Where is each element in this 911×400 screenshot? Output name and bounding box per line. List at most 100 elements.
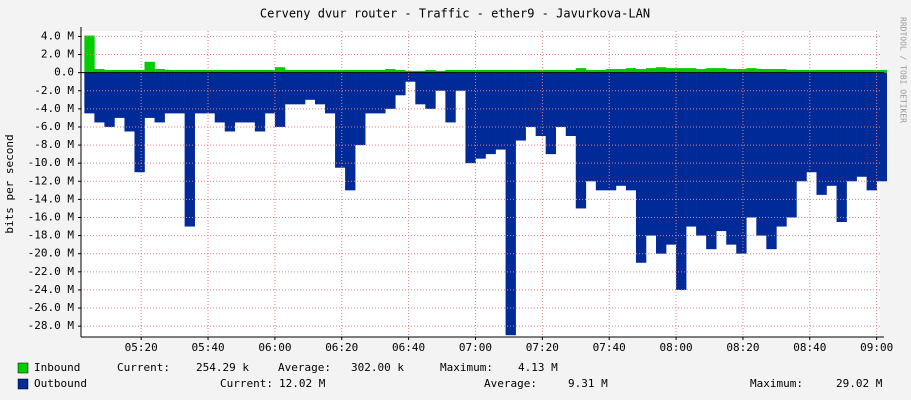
- area-step: [124, 72, 135, 132]
- area-step: [134, 72, 145, 173]
- area-step: [405, 72, 416, 82]
- area-step: [435, 72, 446, 91]
- area-step: [495, 72, 506, 150]
- area-step: [736, 69, 747, 73]
- area-step: [505, 72, 516, 336]
- area-step: [114, 72, 125, 118]
- area-step: [866, 72, 877, 191]
- y-tick-label: 0.0: [54, 66, 74, 79]
- area-step: [535, 69, 546, 73]
- x-tick-label: 06:00: [258, 341, 291, 354]
- area-step: [545, 69, 557, 73]
- legend-stat-value: 9.31 M: [568, 377, 608, 390]
- y-tick-label: -22.0 M: [28, 265, 75, 278]
- area-step: [545, 72, 557, 155]
- area-step: [365, 69, 376, 73]
- area-step: [816, 69, 827, 73]
- area-step: [836, 69, 847, 73]
- x-tick-label: 08:40: [793, 341, 826, 354]
- area-step: [154, 69, 165, 73]
- area-step: [525, 69, 536, 73]
- area-step: [84, 72, 95, 114]
- area-step: [154, 72, 165, 123]
- legend-stat-value: 29.02 M: [836, 377, 883, 390]
- area-step: [455, 69, 466, 73]
- area-step: [635, 69, 647, 73]
- area-step: [485, 69, 496, 73]
- area-step: [605, 69, 617, 73]
- area-step: [555, 69, 567, 73]
- area-step: [696, 69, 707, 73]
- area-step: [716, 68, 727, 73]
- area-step: [515, 72, 526, 141]
- area-step: [505, 69, 516, 73]
- area-step: [254, 72, 266, 132]
- area-step: [204, 72, 216, 114]
- area-step: [766, 69, 777, 73]
- area-step: [395, 69, 406, 73]
- area-step: [615, 72, 627, 186]
- legend-label: Outbound: [34, 377, 87, 390]
- area-step: [475, 69, 486, 73]
- legend-stat-label: Average:: [484, 377, 537, 390]
- area-step: [656, 72, 667, 254]
- area-step: [304, 72, 316, 100]
- area-step: [575, 72, 587, 209]
- y-tick-label: -28.0 M: [28, 319, 75, 332]
- area-step: [756, 72, 767, 236]
- area-step: [325, 69, 336, 73]
- x-tick-label: 05:40: [191, 341, 224, 354]
- area-step: [304, 69, 316, 73]
- area-step: [555, 72, 567, 127]
- area-step: [284, 72, 296, 105]
- area-step: [515, 69, 526, 73]
- legend-stat-label: Current:: [220, 377, 273, 390]
- area-step: [846, 72, 857, 182]
- area-step: [625, 72, 637, 191]
- area-step: [475, 72, 486, 159]
- area-step: [535, 72, 546, 137]
- chart-title: Cerveny dvur router - Traffic - ether9 -…: [260, 7, 650, 21]
- area-step: [706, 68, 717, 73]
- area-step: [706, 72, 717, 250]
- y-tick-label: -18.0 M: [28, 229, 75, 242]
- area-step: [766, 72, 777, 250]
- area-step: [585, 69, 597, 73]
- area-step: [696, 72, 707, 236]
- legend-stat-value: 254.29 k: [196, 361, 249, 374]
- area-step: [415, 70, 426, 73]
- area-step: [214, 69, 226, 73]
- area-step: [425, 72, 436, 109]
- x-tick-label: 08:00: [660, 341, 693, 354]
- y-tick-label: -2.0 M: [34, 84, 74, 97]
- area-step: [746, 72, 757, 218]
- area-step: [254, 69, 266, 73]
- legend-swatch: [17, 362, 29, 374]
- area-step: [796, 69, 807, 73]
- area-step: [686, 72, 697, 227]
- x-tick-label: 06:20: [325, 341, 358, 354]
- area-step: [525, 72, 536, 127]
- legend-label: Inbound: [34, 361, 80, 374]
- legend-stat-value: 4.13 M: [518, 361, 558, 374]
- area-step: [806, 72, 817, 173]
- area-step: [224, 72, 236, 132]
- y-tick-label: -20.0 M: [28, 247, 75, 260]
- x-tick-label: 09:00: [860, 341, 893, 354]
- area-step: [645, 72, 657, 236]
- area-step: [465, 72, 476, 164]
- area-step: [284, 69, 296, 73]
- legend-stat-label: Maximum:: [440, 361, 493, 374]
- area-step: [585, 72, 597, 182]
- area-step: [615, 69, 627, 73]
- legend-stat-label: Average:: [278, 361, 331, 374]
- area-step: [375, 69, 386, 73]
- area-step: [264, 72, 276, 114]
- area-step: [164, 69, 175, 73]
- area-step: [224, 69, 236, 73]
- area-step: [174, 69, 185, 73]
- area-step: [595, 69, 607, 73]
- area-step: [826, 72, 837, 186]
- area-step: [786, 69, 797, 73]
